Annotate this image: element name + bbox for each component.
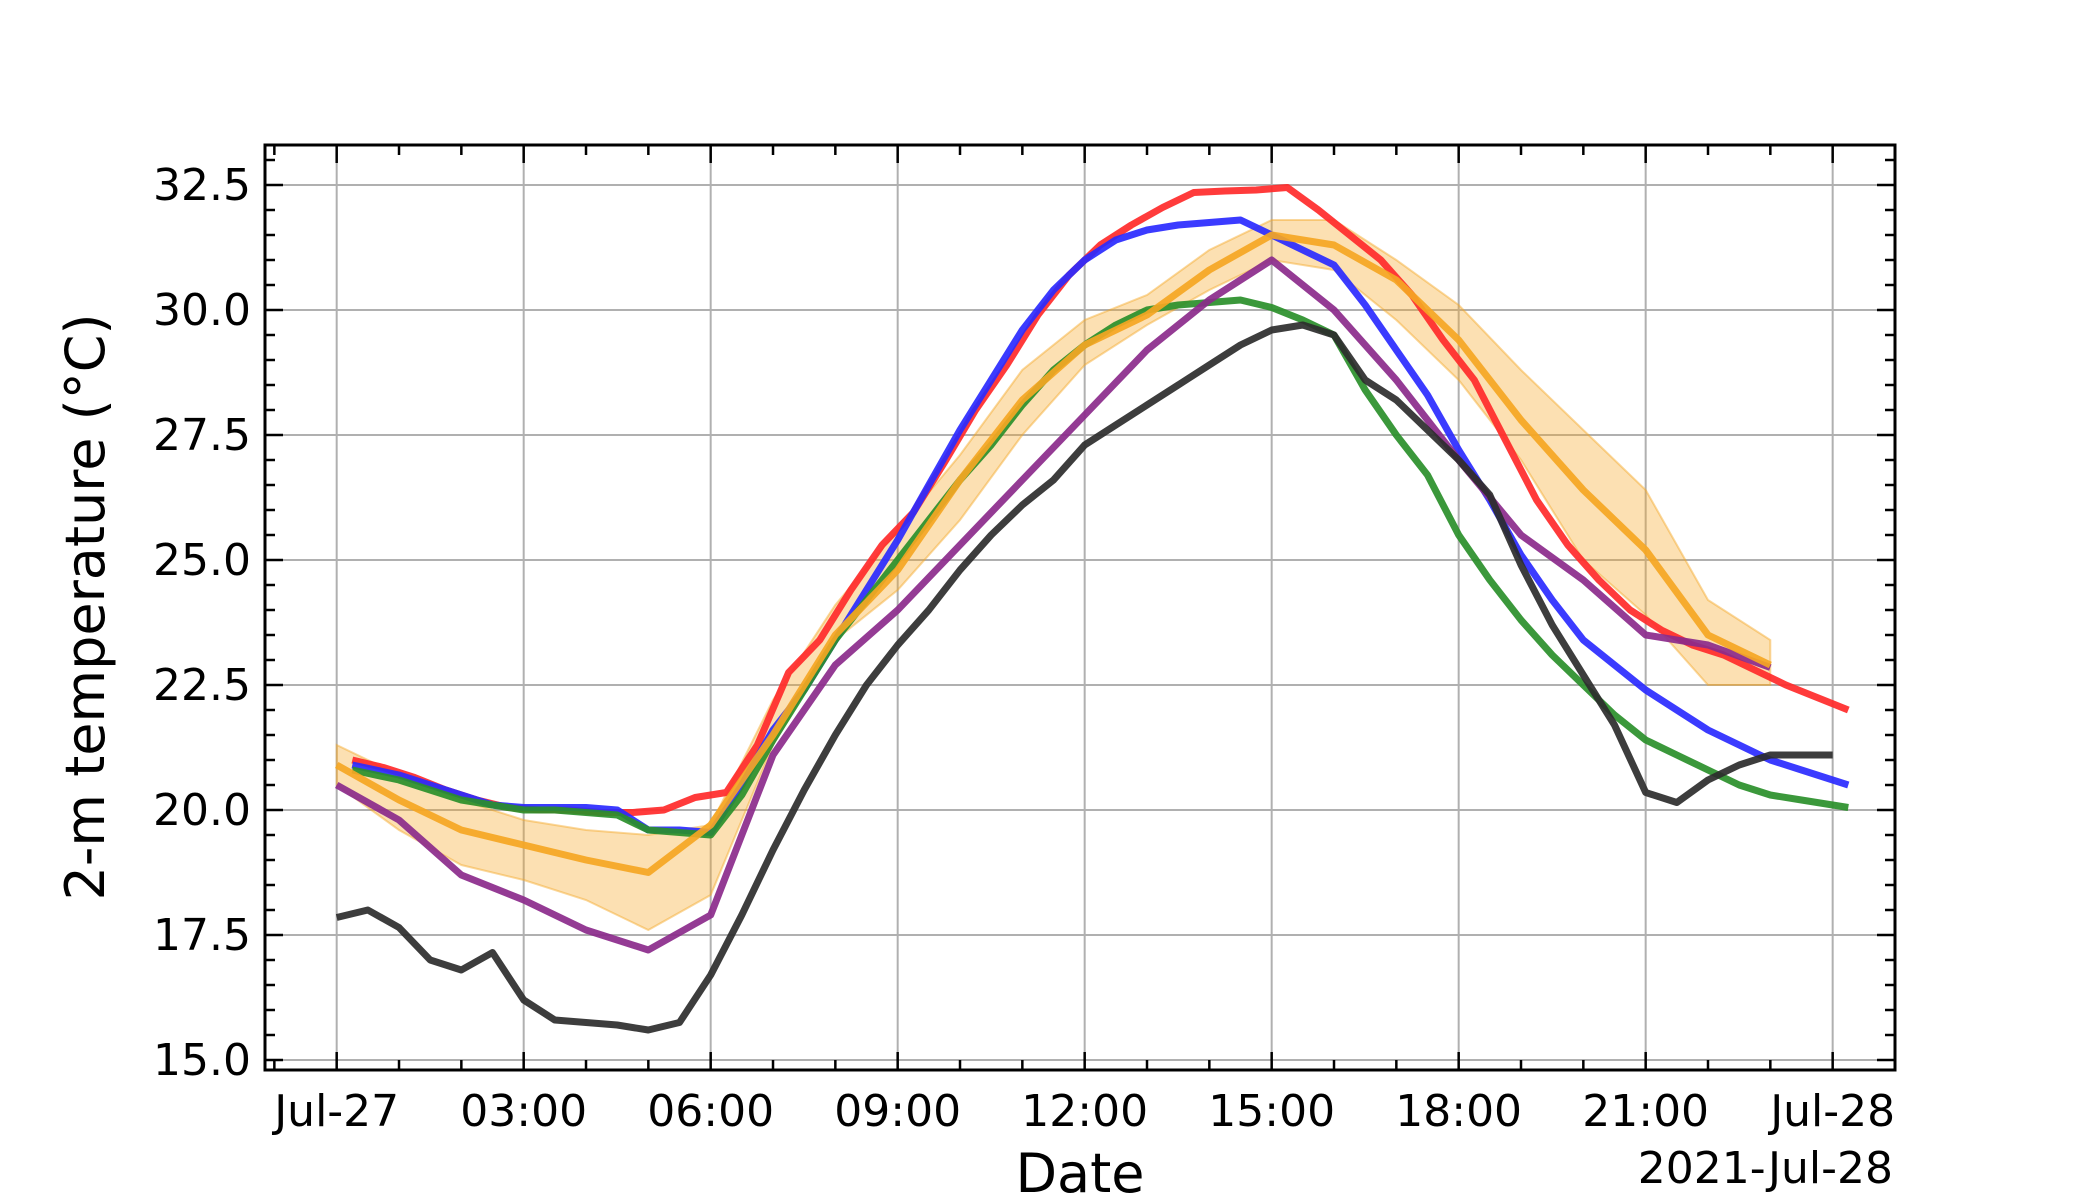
series-layer xyxy=(334,184,1850,1034)
y-tick-label: 25.0 xyxy=(153,535,251,586)
series-line-5 xyxy=(335,321,1833,1034)
y-tick-label: 30.0 xyxy=(153,285,251,336)
y-tick-label: 17.5 xyxy=(153,910,251,961)
series-line-6 xyxy=(334,231,1772,876)
band-layer xyxy=(335,219,1772,932)
series-line-4 xyxy=(334,256,1772,954)
y-tick-label: 20.0 xyxy=(153,785,251,836)
x-tick-label: 09:00 xyxy=(834,1086,961,1137)
y-axis-label: 2-m temperature (°C) xyxy=(54,313,117,900)
y-tick-label: 15.0 xyxy=(153,1035,251,1086)
labels-layer: Jul-27 03:00 06:00 09:00 12:00 15:00 18:00 21:0… xyxy=(153,160,1895,1137)
x-tick-label: 03:00 xyxy=(460,1086,587,1137)
x-offset-label: 2021-Jul-28 xyxy=(1638,1143,1893,1194)
ticks-layer xyxy=(265,145,1895,1070)
x-tick-label: 15:00 xyxy=(1208,1086,1335,1137)
x-tick-label: Jul-27 xyxy=(271,1086,399,1137)
x-tick-label: Jul-28 xyxy=(1767,1086,1895,1137)
x-tick-label: 06:00 xyxy=(647,1086,774,1137)
uncertainty-band xyxy=(335,219,1772,932)
plot-frame xyxy=(263,143,1897,1072)
x-tick-label: 21:00 xyxy=(1582,1086,1709,1137)
y-tick-label: 32.5 xyxy=(153,160,251,211)
x-tick-label: 18:00 xyxy=(1395,1086,1522,1137)
series-line-2 xyxy=(351,216,1850,836)
x-tick-label: 12:00 xyxy=(1021,1086,1148,1137)
series-line-3 xyxy=(351,296,1849,839)
x-axis-label: Date xyxy=(1015,1142,1144,1200)
y-tick-label: 22.5 xyxy=(153,660,251,711)
y-tick-label: 27.5 xyxy=(153,410,251,461)
